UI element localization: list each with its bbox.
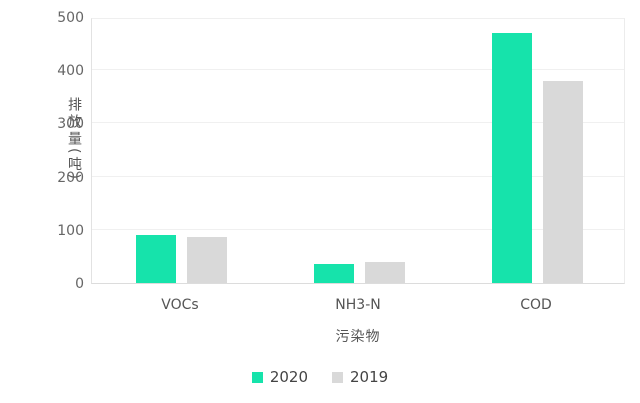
legend: 2020 2019 — [0, 368, 640, 386]
gridline-300 — [92, 122, 624, 124]
category-label-COD: COD — [520, 297, 552, 313]
legend-item-2019: 2019 — [332, 368, 388, 386]
gridline-200 — [92, 175, 624, 177]
category-label-NH3-N: NH3-N — [335, 297, 381, 313]
y-tick-label-200: 200 — [57, 169, 84, 186]
bar-2020-COD — [491, 32, 532, 283]
legend-swatch-2019 — [332, 371, 343, 383]
legend-label-2019: 2019 — [350, 368, 389, 386]
category-label-VOCs: VOCs — [161, 297, 199, 313]
bar-2019-VOCs — [186, 237, 227, 283]
legend-swatch-2020 — [251, 371, 263, 383]
y-tick-label-500: 500 — [57, 10, 84, 26]
y-tick-label-100: 100 — [57, 222, 84, 239]
plot-area — [91, 18, 625, 284]
y-axis-title: 排放量(吨) — [66, 97, 82, 182]
bar-2020-VOCs — [135, 235, 176, 283]
legend-label-2020: 2020 — [269, 368, 308, 386]
bar-2019-COD — [542, 80, 583, 283]
x-axis-title: 污染物 — [335, 329, 381, 345]
gridline-100 — [92, 228, 624, 230]
y-tick-label-400: 400 — [57, 63, 84, 80]
bar-2019-NH3-N — [364, 261, 405, 283]
gridline-400 — [92, 69, 624, 71]
y-tick-label-300: 300 — [57, 116, 84, 133]
y-tick-label-0: 0 — [75, 276, 84, 292]
bar-2020-NH3-N — [313, 264, 354, 283]
legend-item-2020: 2020 — [251, 368, 308, 386]
